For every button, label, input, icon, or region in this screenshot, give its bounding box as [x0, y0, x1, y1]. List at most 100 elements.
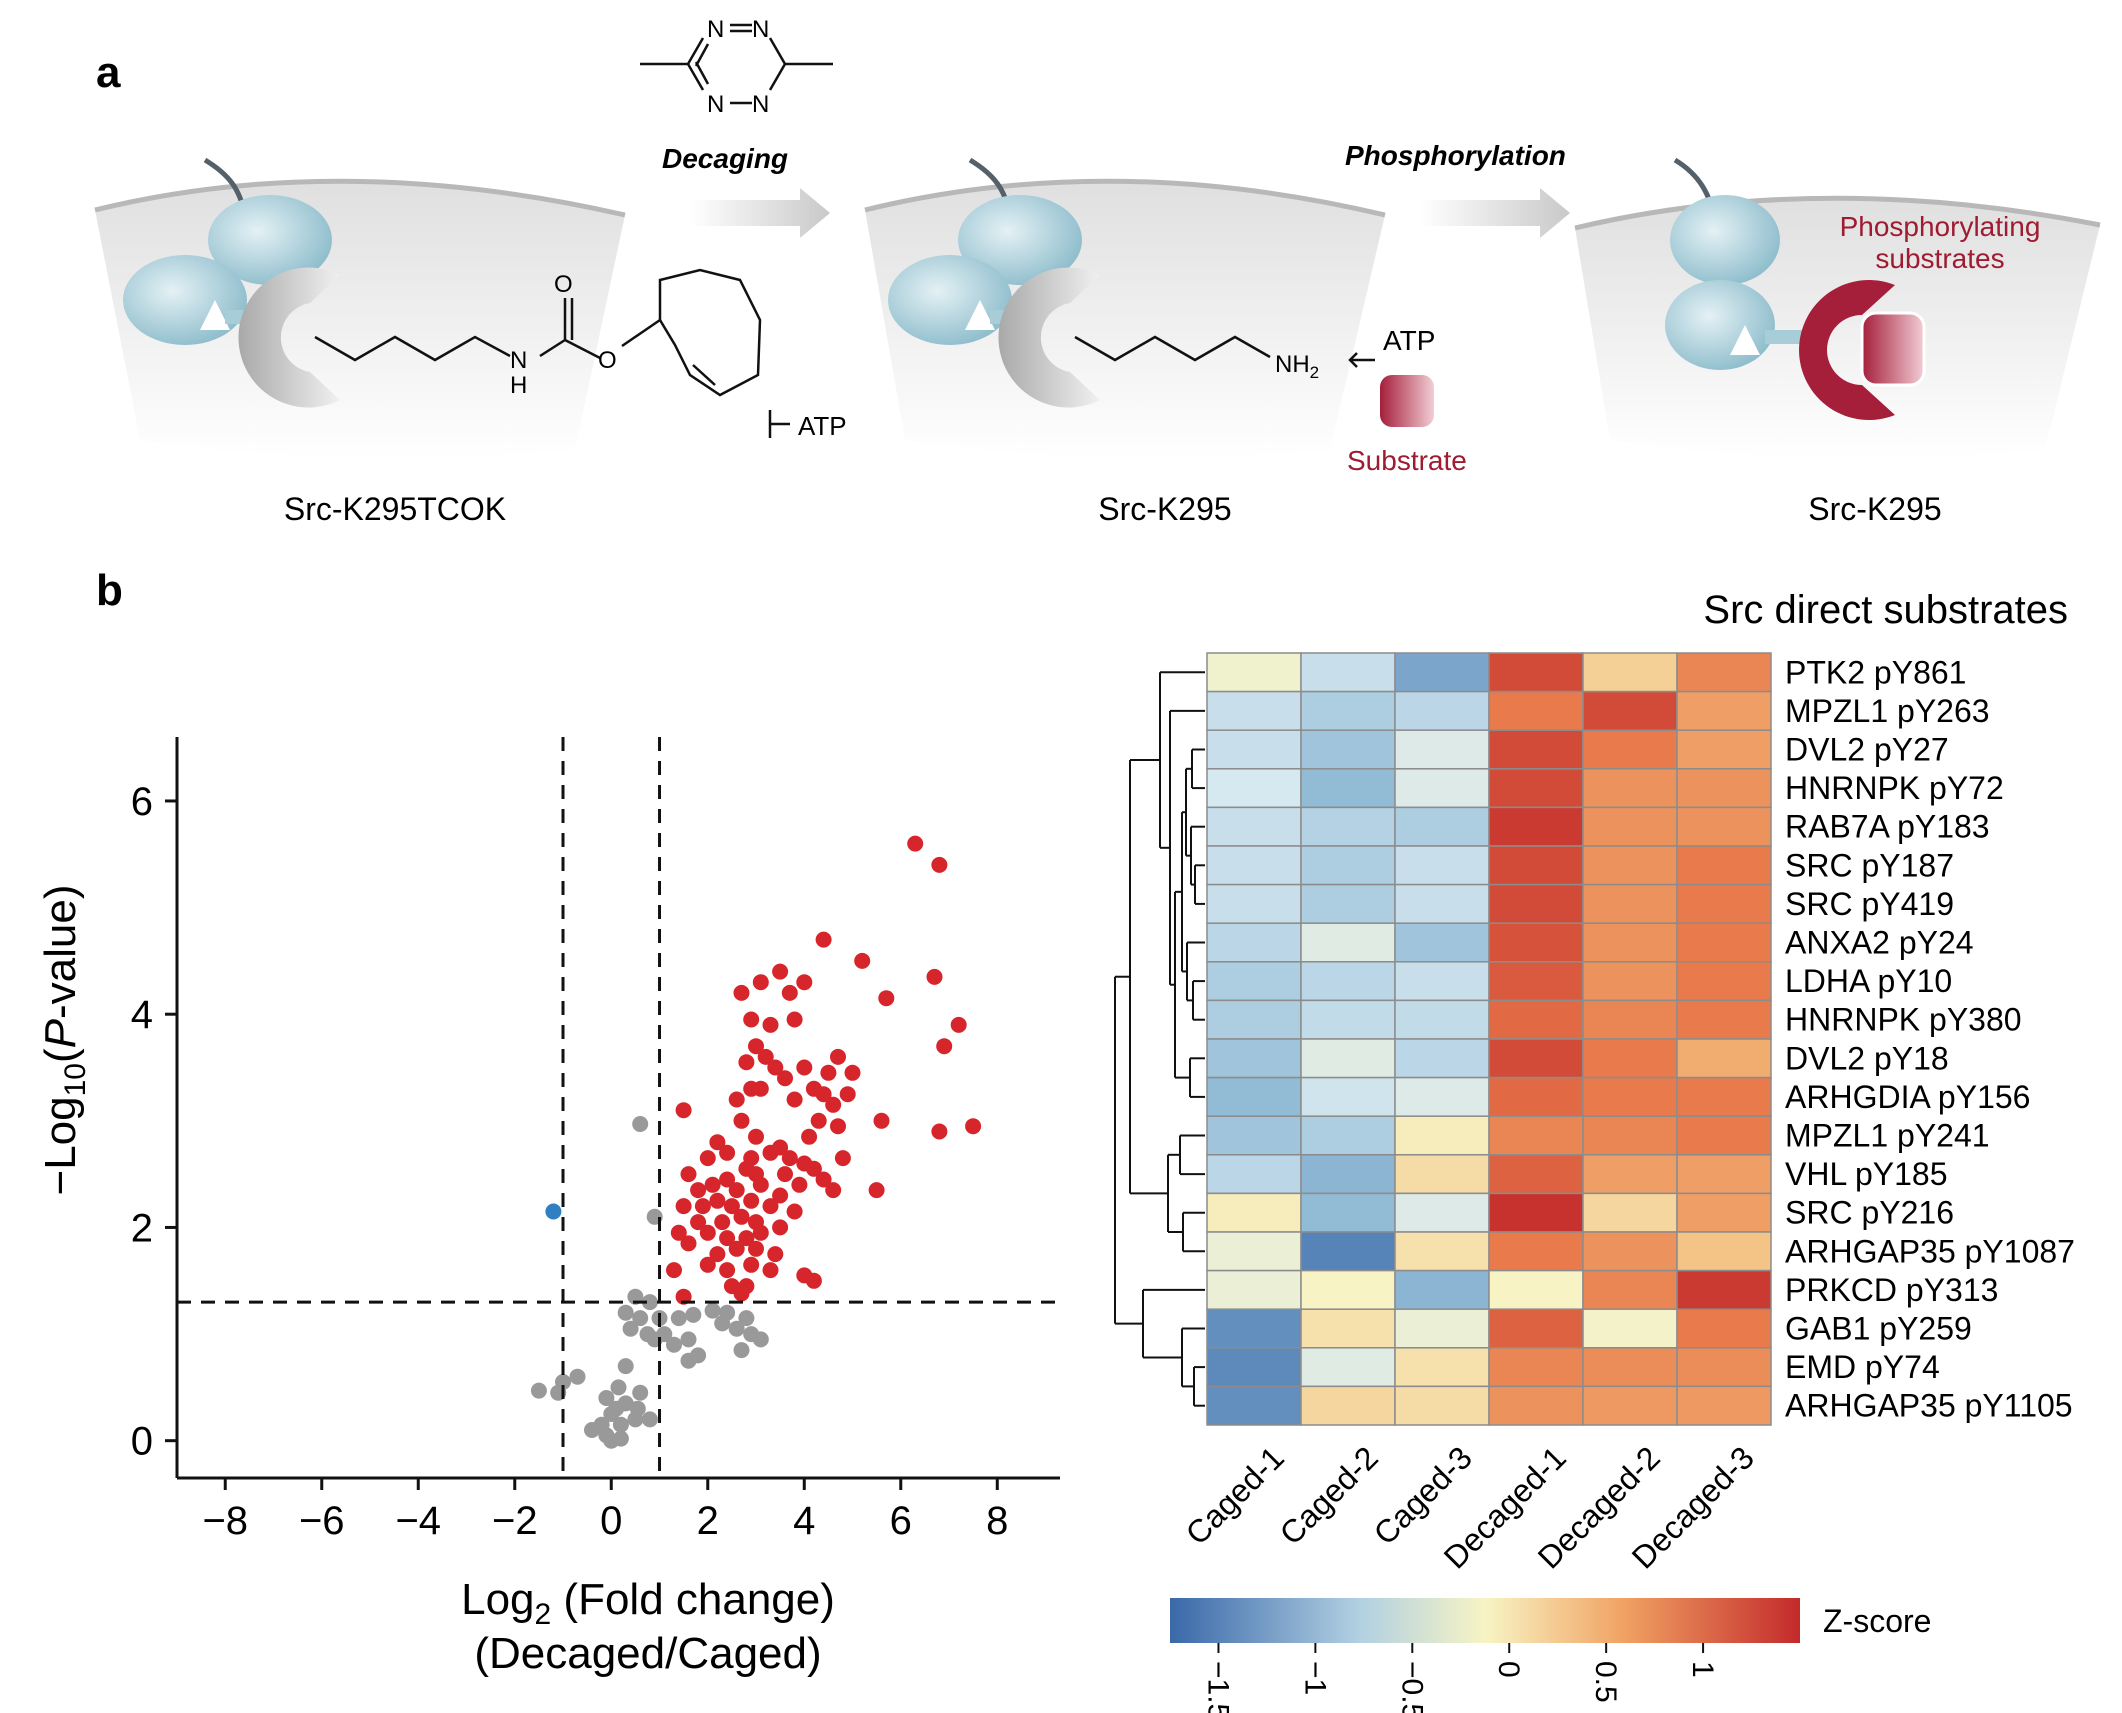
heatmap-row-label: EMD pY74 [1785, 1349, 1940, 1385]
volcano-point [796, 974, 813, 991]
heatmap-cell [1582, 1308, 1678, 1349]
volcano-point [762, 1198, 779, 1215]
colorbar-title: Z-score [1823, 1603, 1931, 1639]
volcano-point [752, 974, 769, 991]
atp-arrow [1348, 352, 1375, 368]
volcano-point [743, 1256, 760, 1273]
heatmap-cell [1300, 1347, 1396, 1388]
tetrazine-n1: N [707, 16, 724, 43]
heatmap-row-label: HNRNPK pY72 [1785, 770, 2004, 806]
volcano-point [719, 1171, 736, 1188]
heatmap-cell [1206, 845, 1302, 886]
heatmap-cell [1488, 729, 1584, 770]
volcano-point [709, 1192, 726, 1209]
volcano-point [612, 1430, 629, 1447]
heatmap-cell [1394, 768, 1490, 809]
heatmap-cell [1676, 1115, 1772, 1156]
atp-label: ATP [1383, 325, 1435, 356]
volcano-point [598, 1390, 615, 1406]
volcano-point [931, 856, 948, 873]
caption-src-k295tcok: Src-K295TCOK [284, 491, 506, 527]
substrate-shape [1380, 375, 1434, 427]
volcano-point [603, 1406, 620, 1422]
heatmap-row-label: VHL pY185 [1785, 1156, 1947, 1192]
tetrazine-structure [640, 23, 833, 105]
volcano-point [950, 1016, 967, 1033]
heatmap-cell [1206, 1076, 1302, 1117]
volcano-point [641, 1411, 658, 1428]
heatmap-cell [1676, 961, 1772, 1002]
heatmap-cell [1300, 922, 1396, 963]
volcano-point [632, 1310, 649, 1327]
volcano-plot: −8 −6 −4 −2 0 2 4 6 8 0 2 4 6 −Log10(P-value) Log2 … [36, 737, 1060, 1678]
heatmap-row-label: HNRNPK pY380 [1785, 1002, 2022, 1038]
volcano-point [743, 1192, 760, 1209]
volcano-point [723, 1198, 740, 1215]
heatmap-cell [1676, 1192, 1772, 1233]
colorbar: −1.5 −1 −0.5 0 0.5 1 Z-score [1170, 1598, 1931, 1713]
volcano-point [719, 1262, 736, 1279]
heatmap-cell [1300, 729, 1396, 770]
volcano-point [733, 1112, 750, 1129]
heatmap-cell [1394, 690, 1490, 731]
heatmap-cell [1488, 806, 1584, 847]
heatmap-cell [1300, 1308, 1396, 1349]
x-tick-label: 4 [793, 1499, 815, 1543]
heatmap-cell [1300, 1115, 1396, 1156]
heatmap-cell [1206, 652, 1302, 693]
heatmap-cell [1394, 1192, 1490, 1233]
heatmap-cell [1206, 1038, 1302, 1079]
heatmap-cell [1300, 1231, 1396, 1272]
heatmap-cell [1582, 961, 1678, 1002]
y-axis-ticks: 0 2 4 6 [131, 780, 177, 1464]
heatmap-cell [1488, 652, 1584, 693]
y-axis-title: −Log10(P-value) [36, 885, 92, 1196]
volcano-point [738, 1230, 755, 1247]
volcano-point [709, 1134, 726, 1151]
heatmap-row-label: PRKCD pY313 [1785, 1272, 1998, 1308]
tetrazine-n4: N [752, 91, 769, 118]
volcano-point [825, 1182, 842, 1199]
lysine-chain [1074, 335, 1271, 362]
volcano-point [680, 1331, 697, 1348]
heatmap-cell [1300, 961, 1396, 1002]
phosphorylating-line1: Phosphorylating [1840, 211, 2041, 242]
heatmap-row-label: DVL2 pY27 [1785, 732, 1949, 768]
heatmap-cell [1582, 845, 1678, 886]
heatmap-cell [1394, 999, 1490, 1040]
volcano-point [622, 1320, 639, 1337]
volcano-point [752, 1080, 769, 1097]
heatmap-cell [1582, 729, 1678, 770]
volcano-point [738, 1310, 755, 1327]
heatmap-cell [1394, 1308, 1490, 1349]
volcano-point [772, 1219, 789, 1236]
heatmap-cell [1676, 1308, 1772, 1349]
volcano-point [699, 1224, 716, 1241]
volcano-point [839, 1086, 856, 1103]
volcano-point [738, 1054, 755, 1071]
volcano-point [781, 1150, 798, 1167]
volcano-point [762, 1016, 779, 1033]
volcano-point [907, 835, 924, 852]
heatmap-row-label: ARHGAP35 pY1087 [1785, 1233, 2075, 1269]
heatmap-cell [1206, 806, 1302, 847]
heatmap-cell [1582, 1038, 1678, 1079]
heatmap-cell [1488, 1192, 1584, 1233]
heatmap-cell [1488, 1154, 1584, 1195]
volcano-point [704, 1302, 721, 1319]
heatmap-cell [1488, 1385, 1584, 1426]
volcano-point [690, 1214, 707, 1231]
heatmap-cell [1488, 768, 1584, 809]
heatmap-cell [1300, 806, 1396, 847]
heatmap-cell [1300, 883, 1396, 924]
heatmap-cell [1676, 1269, 1772, 1310]
colorbar-tick-label: −1 [1298, 1661, 1331, 1695]
heatmap-cell [1676, 652, 1772, 693]
heatmap-cell [1206, 729, 1302, 770]
volcano-point [584, 1422, 600, 1438]
phosphorylation-arrow [1420, 188, 1570, 238]
heatmap-cell [1582, 1269, 1678, 1310]
volcano-point [617, 1304, 634, 1321]
volcano-point [728, 1091, 745, 1108]
